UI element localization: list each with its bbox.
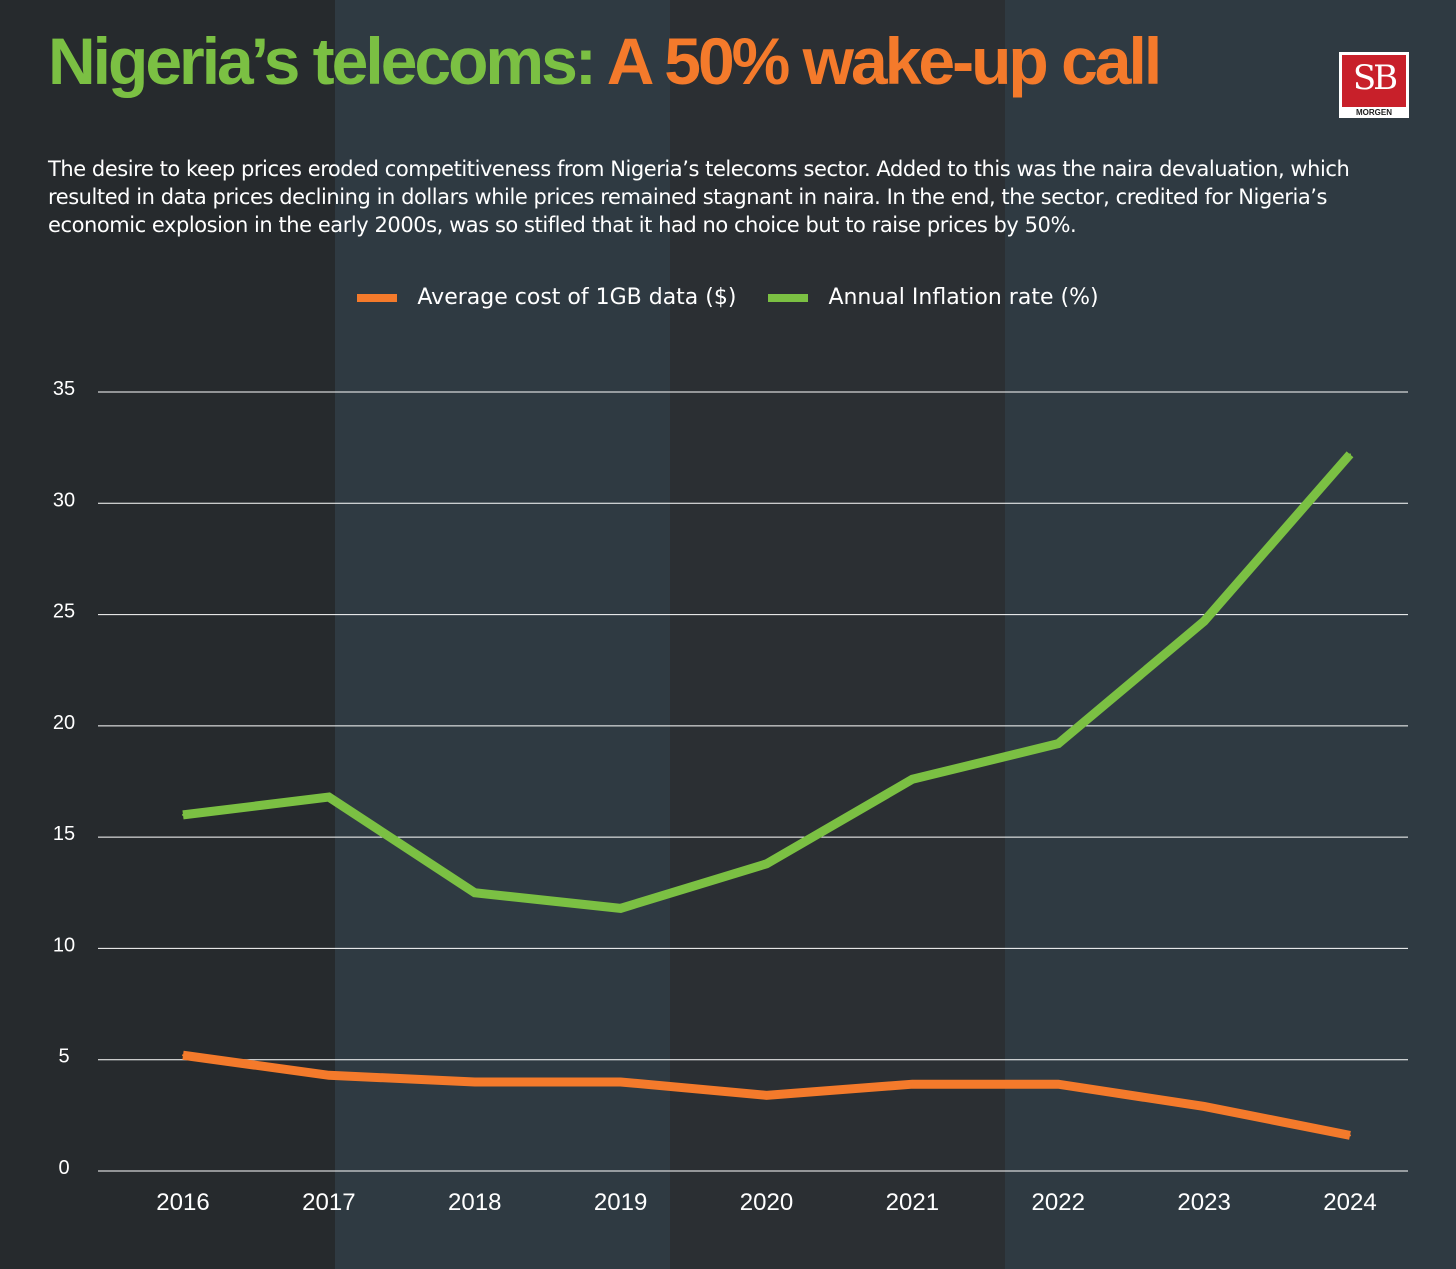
- data-point-inflation: [1349, 453, 1351, 456]
- background-panel: [670, 0, 1005, 1269]
- title-part-orange: A 50% wake-up call: [606, 24, 1162, 98]
- series-layer: [182, 451, 1354, 1140]
- chart-description: The desire to keep prices eroded competi…: [48, 157, 1350, 237]
- series-line-inflation: [182, 451, 1354, 913]
- data-point-data-cost: [1203, 1105, 1206, 1108]
- data-point-data-cost: [182, 1054, 184, 1057]
- legend-item-data-cost: Average cost of 1GB data ($): [357, 285, 736, 311]
- data-point-inflation: [765, 862, 768, 865]
- y-tick-label: 5: [58, 1046, 69, 1068]
- y-tick-label: 20: [53, 712, 75, 734]
- data-point-inflation: [473, 891, 476, 894]
- data-point-data-cost: [911, 1083, 914, 1086]
- data-point-inflation: [182, 813, 184, 816]
- x-tick-label: 2023: [1177, 1189, 1230, 1216]
- grid-layer: [98, 391, 1408, 1172]
- x-tick-label: 2017: [302, 1189, 355, 1216]
- legend-label-data-cost: Average cost of 1GB data ($): [417, 285, 737, 310]
- x-tick-label: 2016: [156, 1189, 209, 1216]
- x-axis: 2016 2017 2018 2019 2020 2021 2022 2023 2024: [156, 1189, 1376, 1216]
- title-part-green: Nigeria’s telecoms:: [48, 24, 607, 98]
- y-tick-label: 0: [58, 1157, 69, 1179]
- data-point-inflation: [1203, 620, 1206, 623]
- logo-mark-text: SB: [1352, 58, 1398, 98]
- data-point-inflation: [619, 907, 622, 910]
- logo-mark-box: SB: [1342, 55, 1406, 107]
- y-tick-label: 35: [53, 378, 75, 400]
- sb-morgen-logo: SB MORGEN: [1339, 52, 1409, 118]
- data-point-data-cost: [1057, 1083, 1060, 1086]
- data-point-inflation: [911, 778, 914, 781]
- legend-item-inflation: Annual Inflation rate (%): [768, 285, 1099, 311]
- legend-swatch-orange: [357, 294, 398, 303]
- x-tick-label: 2019: [594, 1189, 647, 1216]
- legend-swatch-green: [768, 294, 809, 303]
- y-tick-label: 30: [53, 489, 75, 511]
- background-panel: [0, 0, 335, 1269]
- data-point-data-cost: [473, 1080, 476, 1083]
- background-panel: [335, 0, 670, 1269]
- x-tick-label: 2021: [886, 1189, 939, 1216]
- data-point-data-cost: [1349, 1134, 1351, 1137]
- y-tick-label: 10: [53, 934, 75, 956]
- x-tick-label: 2024: [1323, 1189, 1376, 1216]
- y-axis: 0 5 10 15 20 25 30 35: [53, 378, 75, 1179]
- data-point-data-cost: [619, 1080, 622, 1083]
- data-point-inflation: [1057, 742, 1060, 745]
- x-tick-label: 2022: [1032, 1189, 1085, 1216]
- x-tick-label: 2018: [448, 1189, 501, 1216]
- chart-legend: Average cost of 1GB data ($) Annual Infl…: [0, 285, 1456, 311]
- y-tick-label: 15: [53, 823, 75, 845]
- data-point-inflation: [327, 796, 330, 799]
- y-tick-label: 25: [53, 601, 75, 623]
- x-tick-label: 2020: [740, 1189, 793, 1216]
- data-point-data-cost: [765, 1094, 768, 1097]
- chart-title: Nigeria’s telecoms: A 50% wake-up call: [48, 22, 1162, 101]
- logo-subtext: MORGEN: [1356, 108, 1392, 117]
- background-panel: [1005, 0, 1456, 1269]
- data-point-data-cost: [327, 1074, 330, 1077]
- legend-label-inflation: Annual Inflation rate (%): [828, 285, 1099, 310]
